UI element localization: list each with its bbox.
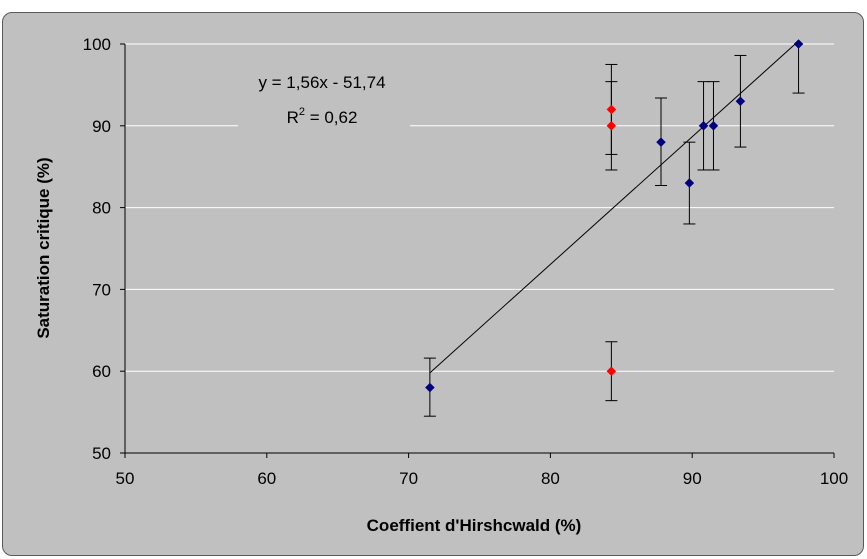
chart-area (2, 12, 864, 556)
y-tick-label-80: 80 (92, 199, 111, 218)
data-point-s0-p6 (793, 39, 804, 49)
data-point-s0-p2 (684, 178, 695, 188)
data-point-s0-p1 (656, 137, 666, 148)
y-tick-labels: 50 60 70 80 90 100 (83, 35, 111, 463)
x-tick-label-80: 80 (541, 469, 560, 488)
equation-label-background (238, 62, 410, 128)
data-point-s0-p5 (735, 96, 746, 107)
y-tick-label-50: 50 (92, 444, 111, 463)
x-tick-label-50: 50 (116, 469, 135, 488)
data-point-s1-p2 (606, 366, 617, 377)
y-tick-label-60: 60 (92, 362, 111, 381)
y-tick-label-100: 100 (83, 35, 111, 54)
gridlines (125, 43, 834, 372)
data-point-s1-p1 (606, 120, 617, 131)
data-point-s0-p0 (425, 382, 435, 393)
trendline-equation: y = 1,56x - 51,74 (258, 73, 385, 92)
y-tick-label-70: 70 (92, 280, 111, 299)
x-tick-label-60: 60 (257, 469, 276, 488)
trendline-group (429, 40, 799, 374)
data-point-s1-p0 (606, 104, 617, 115)
data-point-s0-p4 (708, 120, 719, 131)
y-tick-label-90: 90 (92, 117, 111, 136)
axes (120, 43, 835, 458)
x-tick-labels: 50 60 70 80 90 100 (116, 469, 849, 488)
x-tick-label-100: 100 (820, 469, 848, 488)
x-axis-title: Coeffient d'Hirshcwald (%) (367, 516, 582, 535)
r-squared-exponent: 2 (299, 106, 305, 118)
x-tick-label-90: 90 (683, 469, 702, 488)
data-points (425, 39, 804, 393)
r-squared-label: R2 = 0,62 (287, 106, 358, 127)
x-tick-label-70: 70 (399, 469, 418, 488)
trendline (429, 40, 799, 374)
data-point-s0-p3 (698, 120, 709, 131)
r-squared-value: = 0,62 (305, 108, 357, 127)
error-bars (423, 44, 805, 417)
y-axis-title: Saturation critique (%) (34, 157, 53, 338)
r-squared-prefix: R (287, 108, 299, 127)
